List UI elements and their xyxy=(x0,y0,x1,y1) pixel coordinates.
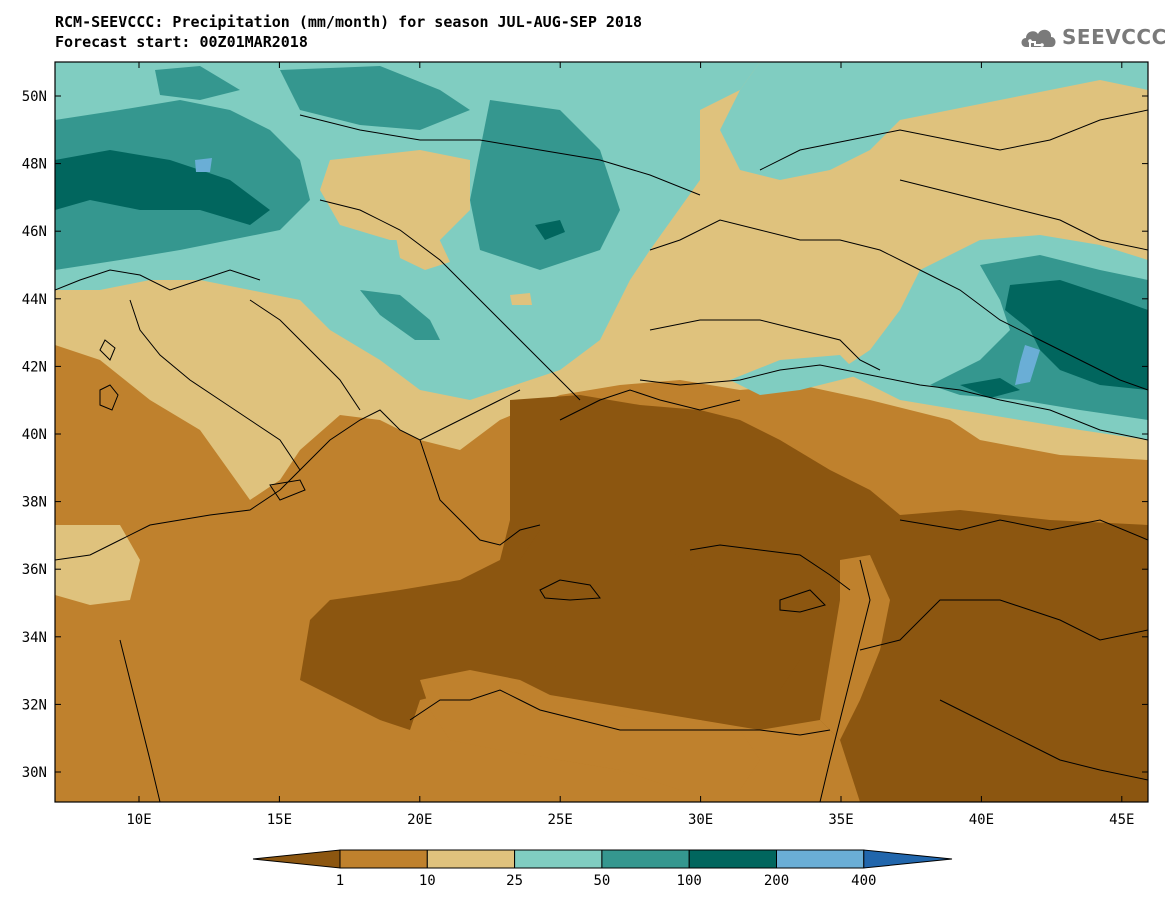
cloud-icon xyxy=(1021,29,1056,47)
colorbar-swatch-high xyxy=(863,849,953,869)
lat-label: 50N xyxy=(22,89,47,105)
lon-label: 25E xyxy=(548,812,573,828)
title-line-1: RCM-SEEVCCC: Precipitation (mm/month) fo… xyxy=(55,13,642,31)
lat-label: 34N xyxy=(22,630,47,646)
lon-label: 15E xyxy=(267,812,292,828)
colorbar-swatch xyxy=(601,849,690,869)
lat-label: 44N xyxy=(22,292,47,308)
colorbar-swatch xyxy=(688,849,778,869)
lat-label: 36N xyxy=(22,562,47,578)
coastlines xyxy=(55,109,1148,802)
lat-label: 40N xyxy=(22,427,47,443)
lat-label: 38N xyxy=(22,495,47,511)
map-fill-layers xyxy=(55,62,1148,802)
lat-label: 32N xyxy=(22,697,47,713)
longitude-axis: 10E 15E 20E 25E 30E 35E 40E 45E xyxy=(126,62,1134,828)
colorbar: 1 10 25 50 100 200 400 xyxy=(252,849,953,889)
map-frame xyxy=(54,61,1149,803)
lat-label: 30N xyxy=(22,765,47,781)
lon-label: 35E xyxy=(828,812,853,828)
colorbar-swatch xyxy=(426,849,516,869)
colorbar-label: 50 xyxy=(593,873,610,889)
title-line-2: Forecast start: 00Z01MAR2018 xyxy=(55,33,308,51)
lat-label: 48N xyxy=(22,157,47,173)
colorbar-label: 1 xyxy=(336,873,344,889)
latitude-axis: 50N 48N 46N 44N 42N 40N 38N 36N 34N 32N 30N xyxy=(22,89,1148,781)
colorbar-swatch xyxy=(776,849,865,869)
colorbar-swatch xyxy=(339,849,428,869)
lon-label: 10E xyxy=(126,812,151,828)
colorbar-label: 100 xyxy=(677,873,702,889)
lon-label: 30E xyxy=(688,812,713,828)
seevccc-logo: SEEVCCC xyxy=(1018,20,1165,54)
colorbar-swatch xyxy=(514,849,603,869)
lon-label: 45E xyxy=(1109,812,1134,828)
map-title: RCM-SEEVCCC: Precipitation (mm/month) fo… xyxy=(55,12,642,52)
lon-label: 20E xyxy=(407,812,432,828)
colorbar-label: 25 xyxy=(506,873,523,889)
colorbar-swatch-low xyxy=(252,849,341,869)
lat-label: 42N xyxy=(22,359,47,375)
colorbar-label: 10 xyxy=(419,873,436,889)
logo-text: SEEVCCC xyxy=(1062,25,1165,49)
lat-label: 46N xyxy=(22,224,47,240)
colorbar-label: 400 xyxy=(851,873,876,889)
colorbar-label: 200 xyxy=(764,873,789,889)
lon-label: 40E xyxy=(969,812,994,828)
